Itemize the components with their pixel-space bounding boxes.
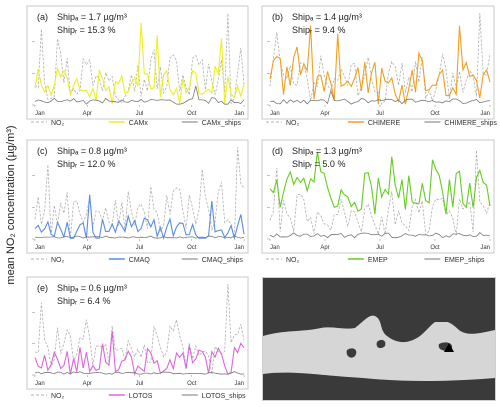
x-tick-label: Jan [270, 111, 280, 117]
ships-series-line [34, 85, 245, 105]
x-tick-label: Oct [430, 245, 440, 251]
plot-frame [26, 139, 249, 254]
x-tick-label: Jul [376, 245, 384, 251]
x-tick-label: Jan [480, 111, 490, 117]
x-tick-label: Jan [234, 111, 244, 117]
africa-coast [263, 372, 495, 400]
legend-label: NO₂ [51, 120, 65, 127]
panel-label: (c) [37, 146, 48, 156]
plot-frame [26, 276, 249, 390]
model-series-line [34, 194, 245, 241]
x-tick-label: Apr [320, 111, 329, 117]
ship-relative-annotation: Shipᵣ = 9.4 % [292, 25, 345, 35]
panel-label: (a) [37, 12, 48, 22]
x-tick-label: Jul [136, 111, 144, 117]
x-tick-label: Jan [480, 245, 490, 251]
x-tick-label: Jan [270, 245, 280, 251]
chart-panel: Jan Apr Jul Oct Jan (d) Shipₐ = 1.3 µg/m³ Shipᵣ… [261, 139, 495, 264]
x-tick-label: Jul [136, 245, 144, 251]
ship-absolute-annotation: Shipₐ = 0.8 µg/m³ [57, 146, 127, 156]
plot-frame [26, 5, 249, 120]
legend-label: EMEP [368, 257, 388, 264]
island-shape [376, 339, 386, 349]
chart-panel: Jan Apr Jul Oct Jan (b) Shipₐ = 1.4 µg/m³ Shipᵣ… [261, 5, 497, 127]
land-shape [435, 278, 495, 322]
model-series-line [34, 22, 245, 104]
observed-no2-series-line [34, 13, 245, 105]
legend-label: LOTOS_ships [202, 393, 246, 400]
x-tick-label: Apr [83, 381, 92, 387]
observed-no2-series-line [269, 150, 491, 236]
x-tick-label: Apr [320, 245, 329, 251]
chart-panel: Jan Apr Jul Oct Jan (a) Shipₐ = 1.7 µg/m³ Shipᵣ… [26, 5, 249, 127]
ship-relative-annotation: Shipᵣ = 6.4 % [57, 296, 110, 306]
site-marker-icon [444, 343, 454, 352]
ships-series-line [269, 232, 491, 239]
x-tick-label: Jan [234, 381, 244, 387]
legend-label: CMAQ_ships [202, 257, 244, 264]
legend-label: LOTOS [129, 393, 153, 400]
legend-label: NO₂ [51, 393, 65, 400]
ship-relative-annotation: Shipᵣ = 12.0 % [57, 159, 115, 169]
legend-label: CHIMERE [368, 120, 401, 127]
ships-series-line [34, 235, 245, 239]
legend-label: CAMx_ships [202, 120, 242, 127]
model-series-line [34, 331, 245, 376]
x-tick-label: Oct [187, 245, 197, 251]
legend-label: CAMx [129, 120, 149, 127]
legend-label: CHIMERE_ships [444, 120, 497, 127]
model-series-line [269, 25, 491, 105]
legend-label: EMEP_ships [444, 257, 485, 264]
chart-panel: Jan Apr Jul Oct Jan (c) Shipₐ = 0.8 µg/m³ Shipᵣ… [26, 139, 249, 264]
ship-relative-annotation: Shipᵣ = 5.0 % [292, 159, 345, 169]
legend-label: NO₂ [286, 257, 300, 264]
x-tick-label: Apr [83, 245, 92, 251]
observed-no2-series-line [34, 147, 245, 239]
x-tick-label: Oct [187, 381, 197, 387]
x-tick-label: Jan [35, 245, 45, 251]
ship-relative-annotation: Shipᵣ = 15.3 % [57, 25, 115, 35]
legend-label: NO₂ [51, 257, 65, 264]
ship-absolute-annotation: Shipₐ = 1.7 µg/m³ [57, 12, 127, 22]
ship-absolute-annotation: Shipₐ = 0.6 µg/m³ [57, 283, 127, 293]
x-tick-label: Jul [136, 381, 144, 387]
location-map [262, 277, 496, 401]
island-shape [346, 348, 357, 358]
ship-absolute-annotation: Shipₐ = 1.4 µg/m³ [292, 12, 362, 22]
x-tick-label: Jan [35, 111, 45, 117]
ship-absolute-annotation: Shipₐ = 1.3 µg/m³ [292, 146, 362, 156]
x-tick-label: Oct [430, 111, 440, 117]
panel-label: (e) [37, 283, 48, 293]
x-tick-label: Jul [376, 111, 384, 117]
panel-label: (d) [272, 146, 283, 156]
legend-label: NO₂ [286, 120, 300, 127]
model-series-line [269, 151, 491, 215]
mediterranean-map-image [263, 278, 495, 400]
x-tick-label: Oct [187, 111, 197, 117]
x-tick-label: Jan [234, 245, 244, 251]
panel-label: (b) [272, 12, 283, 22]
ships-series-line [269, 89, 491, 105]
ships-series-line [34, 371, 245, 375]
chart-panel: Jan Apr Jul Oct Jan (e) Shipₐ = 0.6 µg/m³ Shipᵣ… [26, 276, 249, 400]
observed-no2-series-line [269, 13, 491, 105]
legend-label: CMAQ [129, 257, 151, 264]
x-tick-label: Jan [35, 381, 45, 387]
x-tick-label: Apr [83, 111, 92, 117]
